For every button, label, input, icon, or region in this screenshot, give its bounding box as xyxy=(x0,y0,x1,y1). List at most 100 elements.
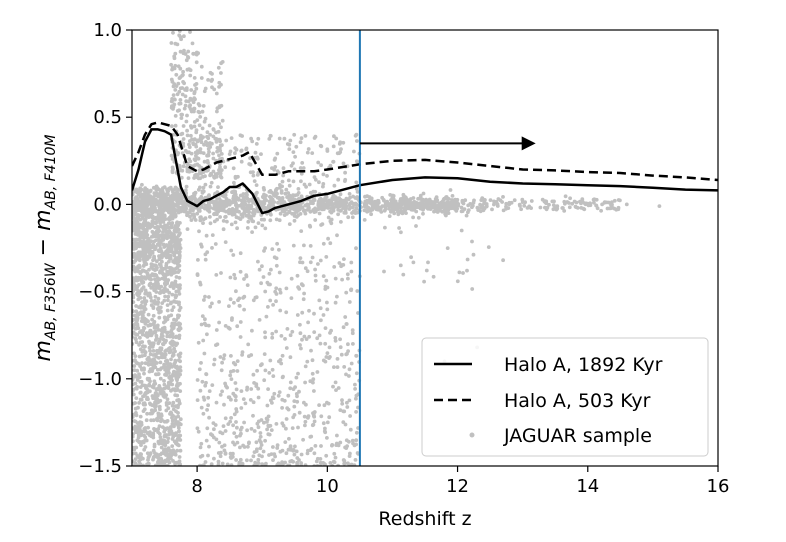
scatter-point xyxy=(347,300,352,304)
scatter-point xyxy=(192,195,197,200)
scatter-point xyxy=(296,197,301,201)
scatter-point xyxy=(231,451,235,456)
scatter-point xyxy=(147,267,151,272)
svg-text:mAB, F356W − mAB, F410M: mAB, F356W − mAB, F410M xyxy=(31,135,59,362)
scatter-point xyxy=(309,348,313,353)
scatter-point xyxy=(321,241,326,246)
scatter-point xyxy=(144,299,149,304)
scatter-point xyxy=(270,335,275,340)
scatter-point xyxy=(140,340,145,344)
scatter-point xyxy=(162,329,167,334)
scatter-point xyxy=(198,388,203,393)
scatter-point xyxy=(269,267,273,272)
axis-ticks: 8 10 12 14 161.00.50.0−0.5−1.0−1.5 xyxy=(78,20,729,497)
scatter-point xyxy=(284,417,289,421)
scatter-point xyxy=(219,168,224,173)
scatter-point xyxy=(176,270,181,274)
scatter-point xyxy=(226,422,231,426)
scatter-point xyxy=(430,203,435,208)
scatter-point xyxy=(263,335,268,340)
scatter-point xyxy=(229,377,234,381)
scatter-point xyxy=(148,451,153,455)
scatter-point xyxy=(132,288,136,293)
scatter-point xyxy=(301,166,306,170)
scatter-point xyxy=(185,113,189,118)
scatter-point xyxy=(151,231,156,236)
scatter-point xyxy=(226,325,231,330)
scatter-point xyxy=(179,116,184,120)
scatter-point xyxy=(175,387,180,392)
scatter-point xyxy=(300,260,305,265)
scatter-point xyxy=(194,60,199,65)
scatter-point xyxy=(175,220,180,225)
scatter-point xyxy=(316,262,320,266)
legend-label-503: Halo A, 503 Kyr xyxy=(504,390,651,412)
scatter-point xyxy=(133,461,138,465)
scatter-point xyxy=(343,198,347,203)
y-tick-label: 0.5 xyxy=(93,107,122,128)
scatter-point xyxy=(171,232,175,237)
scatter-point xyxy=(210,301,214,306)
scatter-point xyxy=(151,313,156,318)
scatter-point xyxy=(155,224,160,229)
scatter-point xyxy=(312,207,317,212)
scatter-point xyxy=(198,280,202,285)
scatter-point xyxy=(195,272,200,276)
scatter-point xyxy=(156,427,161,431)
scatter-point xyxy=(217,153,221,158)
scatter-point xyxy=(293,444,297,449)
scatter-point xyxy=(165,248,170,253)
scatter-point xyxy=(177,33,182,38)
scatter-point xyxy=(134,222,139,227)
scatter-point xyxy=(350,438,355,443)
scatter-point xyxy=(223,416,228,421)
scatter-point xyxy=(218,215,223,219)
scatter-point xyxy=(303,419,308,424)
scatter-point xyxy=(338,408,343,412)
scatter-point xyxy=(567,205,572,210)
scatter-point xyxy=(165,288,170,293)
scatter-point xyxy=(293,385,297,389)
scatter-point xyxy=(354,180,359,185)
scatter-point xyxy=(277,359,281,364)
scatter-point xyxy=(310,255,315,260)
scatter-point xyxy=(162,442,166,447)
scatter-point xyxy=(228,297,233,302)
scatter-point xyxy=(177,76,182,80)
scatter-point xyxy=(545,205,550,210)
scatter-point xyxy=(149,433,153,438)
scatter-point xyxy=(317,298,322,303)
scatter-point xyxy=(327,345,332,350)
scatter-point xyxy=(134,340,139,345)
scatter-point xyxy=(414,224,418,228)
scatter-point xyxy=(206,160,210,165)
scatter-point xyxy=(289,206,294,211)
scatter-point xyxy=(303,266,308,271)
scatter-point xyxy=(411,260,416,265)
scatter-point xyxy=(318,306,323,311)
scatter-point xyxy=(142,407,147,412)
scatter-point xyxy=(246,204,250,209)
scatter-point xyxy=(200,109,205,114)
scatter-point xyxy=(279,191,284,195)
scatter-point xyxy=(243,401,248,406)
scatter-point xyxy=(162,362,167,367)
scatter-point xyxy=(349,361,354,366)
scatter-point xyxy=(262,352,267,356)
scatter-point xyxy=(522,203,527,208)
scatter-point xyxy=(134,386,139,391)
x-tick-label: 8 xyxy=(191,476,202,497)
scatter-point xyxy=(268,133,273,138)
scatter-point xyxy=(465,257,470,262)
scatter-point xyxy=(284,451,289,456)
scatter-point xyxy=(137,202,142,206)
scatter-point xyxy=(194,52,199,57)
scatter-point xyxy=(343,177,348,182)
scatter-point xyxy=(229,416,234,420)
scatter-point xyxy=(171,448,176,453)
scatter-point xyxy=(496,197,501,201)
scatter-point xyxy=(233,381,238,385)
scatter-point xyxy=(278,290,283,295)
scatter-point xyxy=(241,296,246,300)
scatter-point xyxy=(174,415,178,420)
